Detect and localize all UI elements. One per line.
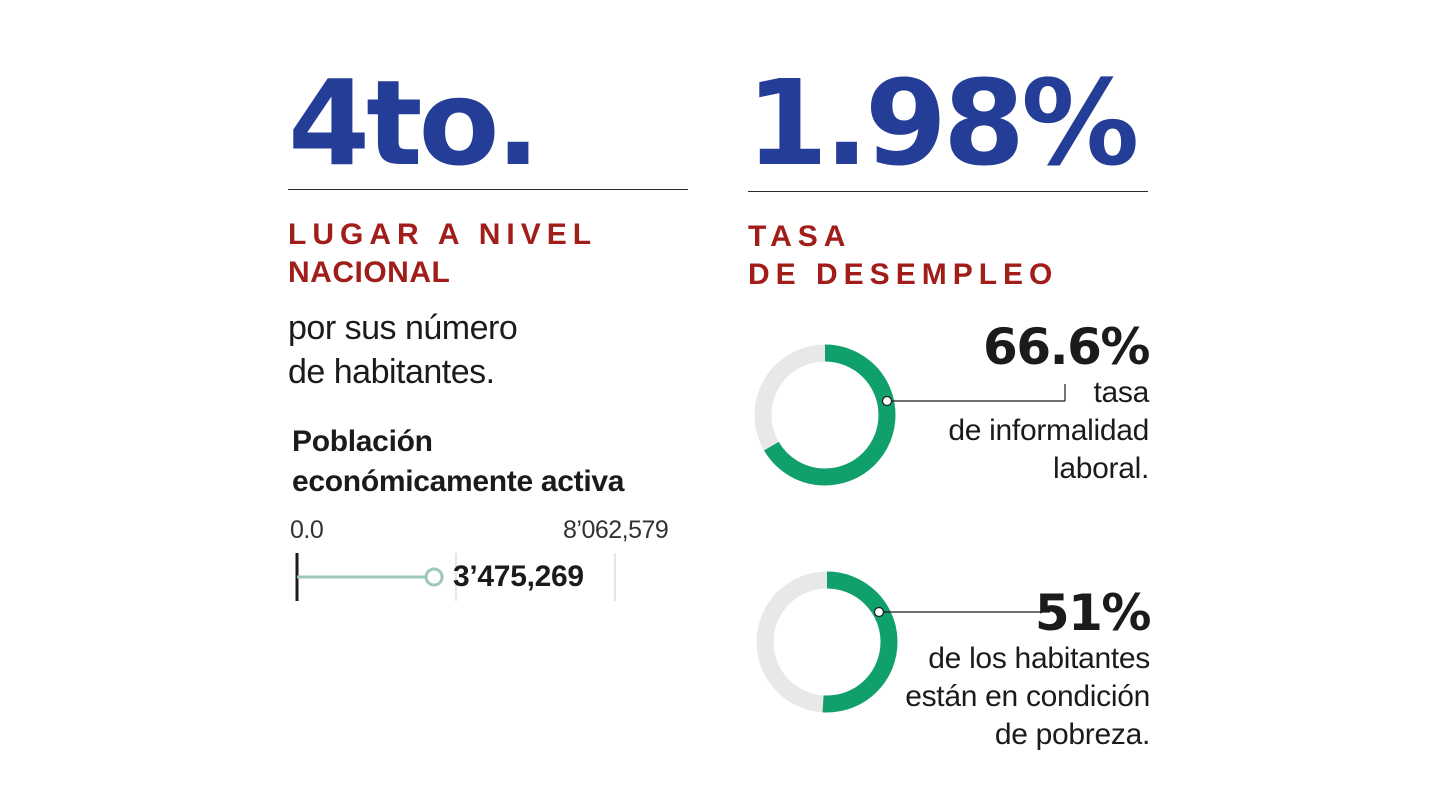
unemployment-value: 1.98% bbox=[746, 54, 1139, 192]
rank-label-line-2: NACIONAL bbox=[288, 256, 451, 289]
poverty-donut bbox=[756, 571, 898, 713]
rank-description: por sus número de habitantes. bbox=[288, 306, 518, 394]
rank-divider bbox=[288, 189, 688, 190]
unemployment-label-line-1: TASA bbox=[748, 220, 852, 253]
poverty-connector bbox=[873, 606, 1050, 618]
pea-title-line-2: económicamente activa bbox=[292, 465, 625, 498]
poverty-donut-arc bbox=[756, 571, 898, 713]
informality-donut-arc bbox=[754, 344, 896, 486]
informality-connector bbox=[881, 384, 1066, 407]
poverty-description-line-1: de los habitantes bbox=[928, 642, 1150, 675]
pea-value-label: 3’475,269 bbox=[453, 560, 584, 593]
unemployment-label-line-2: DE DESEMPLEO bbox=[748, 258, 1059, 291]
informality-donut bbox=[754, 344, 896, 486]
rank-label: LUGAR A NIVEL NACIONAL bbox=[288, 216, 597, 292]
pea-value-marker bbox=[424, 567, 444, 587]
rank-description-line-1: por sus número bbox=[288, 309, 518, 347]
informality-value: 66.6% bbox=[983, 318, 1150, 376]
poverty-description-line-3: de pobreza. bbox=[994, 718, 1150, 751]
pea-max-label: 8’062,579 bbox=[563, 516, 669, 544]
informality-description-line-2: de informalidad bbox=[948, 414, 1149, 447]
pea-title-line-1: Población bbox=[292, 425, 433, 458]
poverty-value: 51% bbox=[1034, 584, 1152, 642]
informality-description: tasa de informalidad laboral. bbox=[948, 374, 1149, 488]
pea-min-label: 0.0 bbox=[290, 516, 324, 544]
poverty-description: de los habitantes están en condición de … bbox=[905, 640, 1150, 754]
pea-range-bar bbox=[295, 553, 616, 601]
unemployment-divider bbox=[748, 191, 1148, 192]
pea-title: Población económicamente activa bbox=[292, 422, 624, 502]
unemployment-label: TASA DE DESEMPLEO bbox=[748, 218, 1058, 294]
informality-description-line-1: tasa bbox=[1093, 376, 1149, 409]
rank-description-line-2: de habitantes. bbox=[288, 353, 495, 391]
rank-label-line-1: LUGAR A NIVEL bbox=[288, 218, 598, 251]
informality-description-line-3: laboral. bbox=[1053, 452, 1149, 485]
rank-value: 4to. bbox=[288, 54, 540, 192]
poverty-description-line-2: están en condición bbox=[905, 680, 1150, 713]
